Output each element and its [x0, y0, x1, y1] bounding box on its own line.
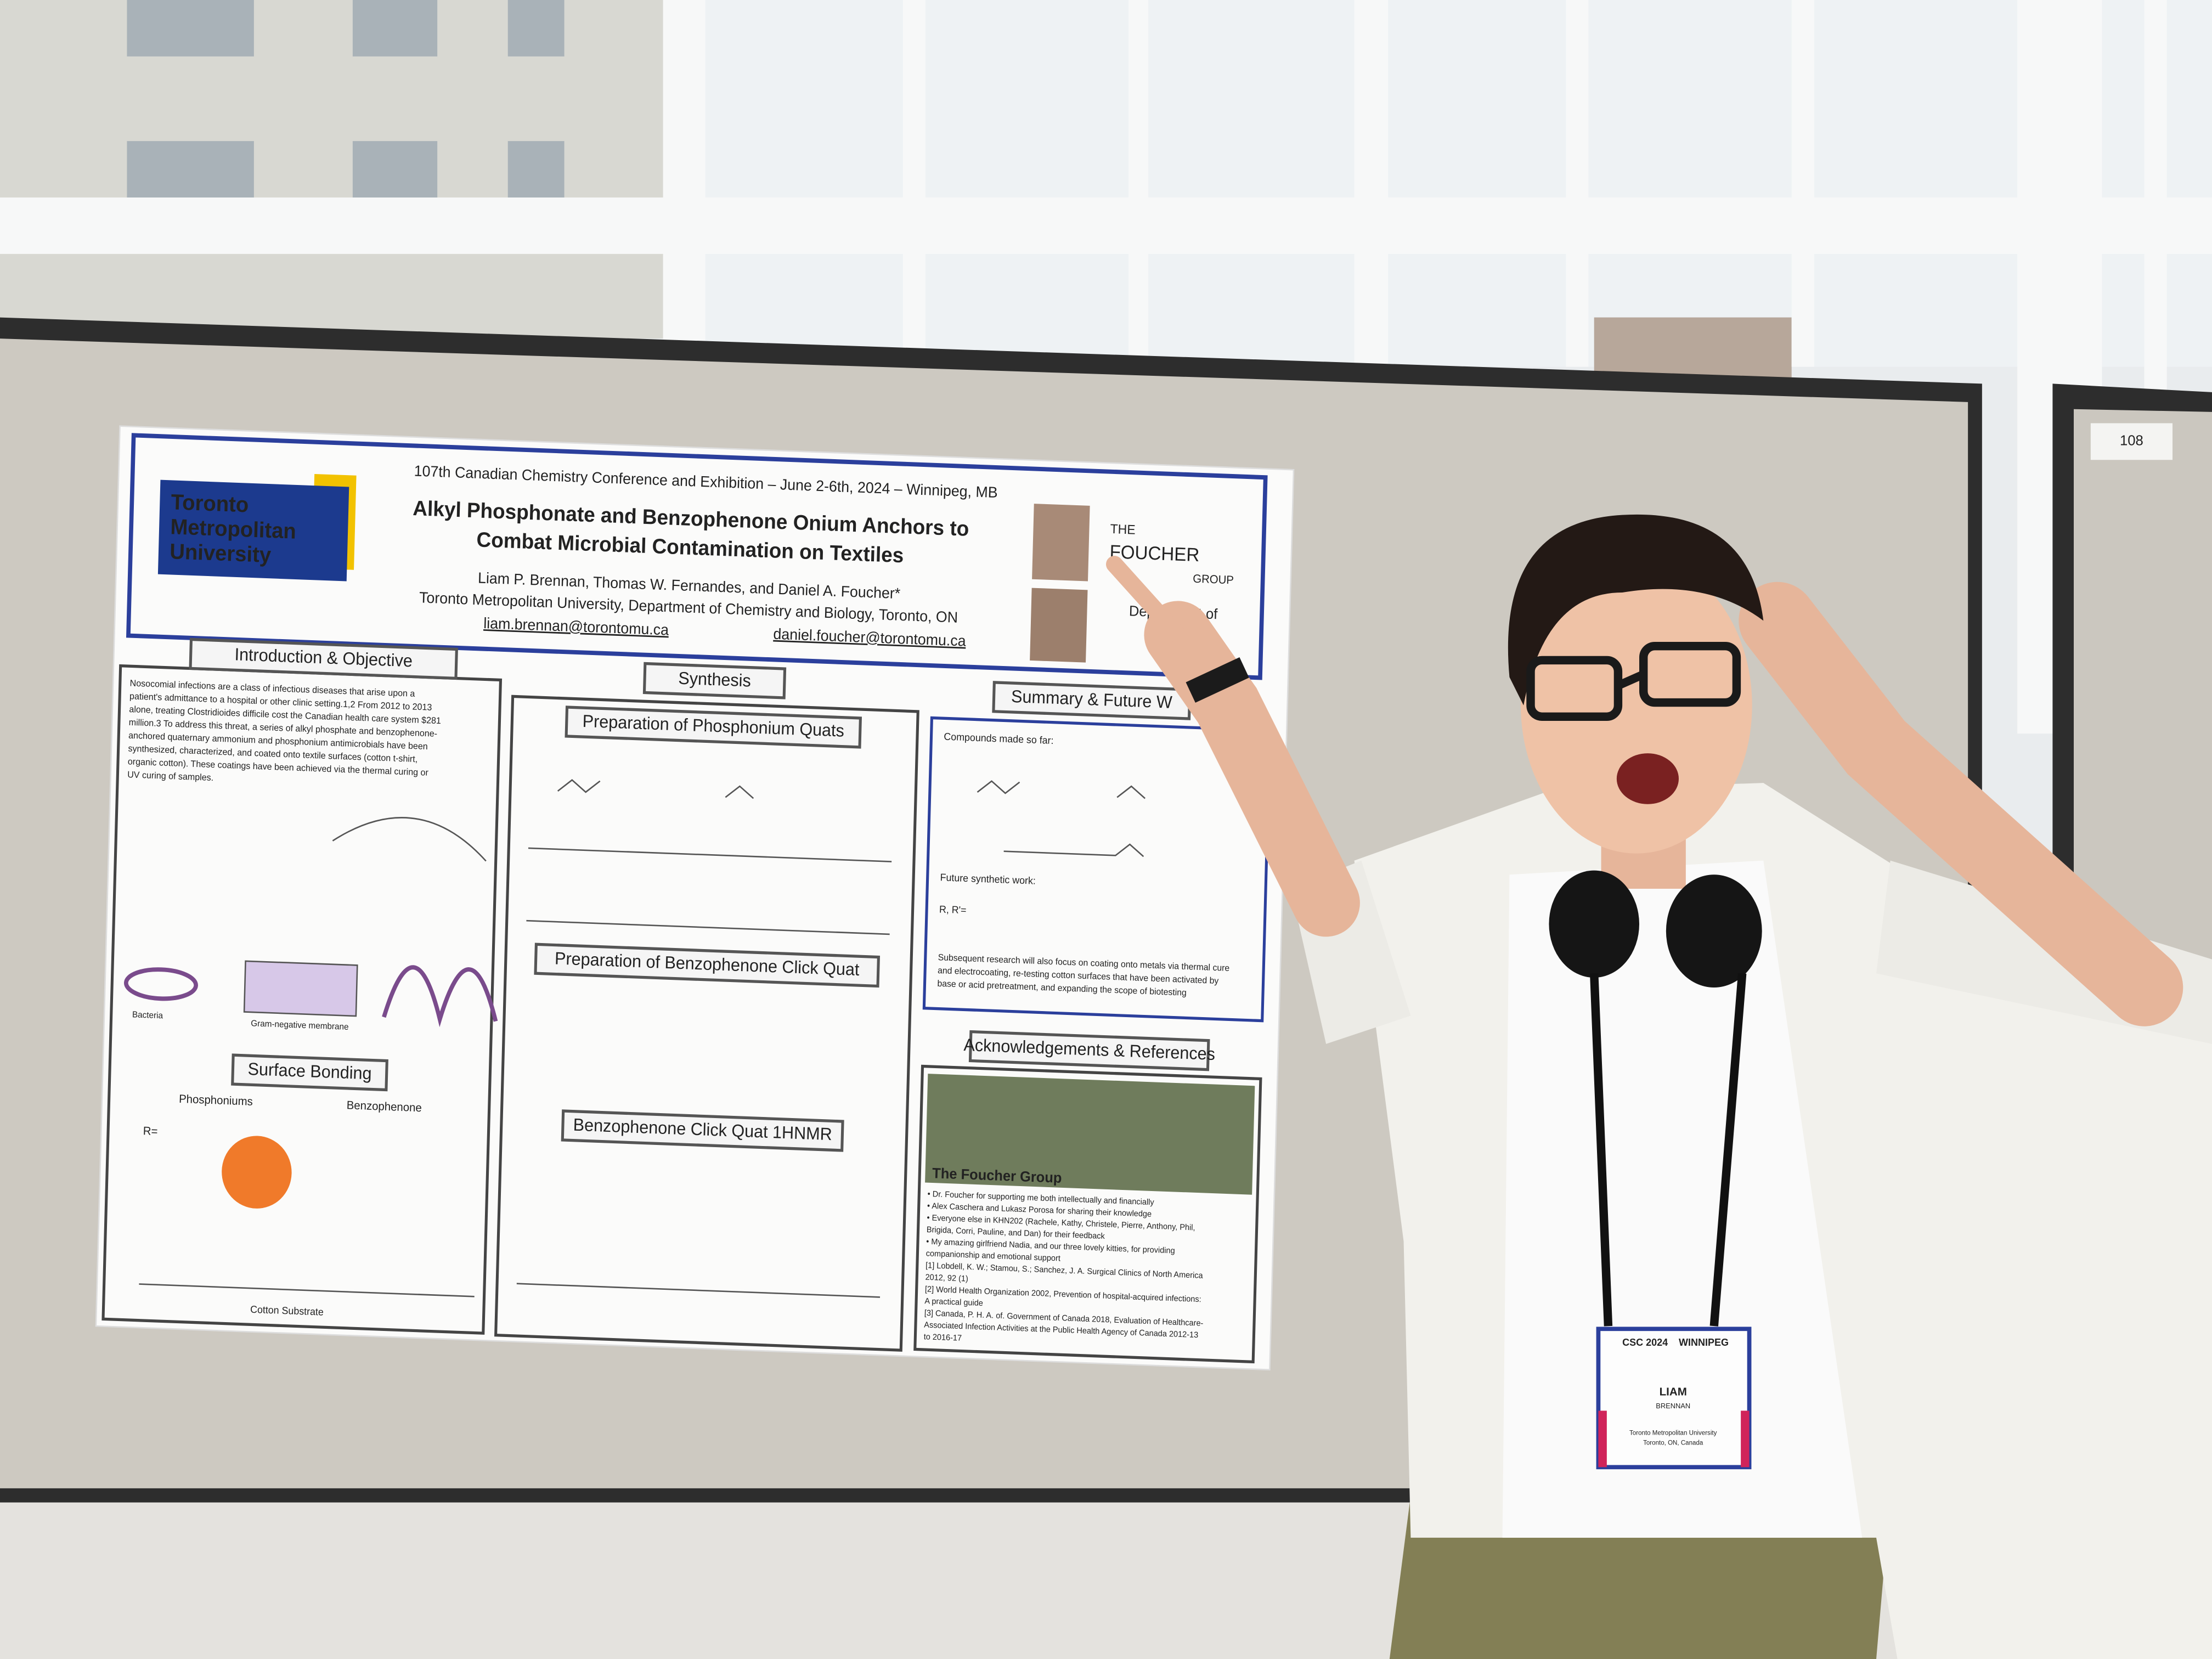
figure-label: Gram-negative membrane — [251, 1019, 349, 1032]
group-logo: THE — [1110, 522, 1136, 537]
arm — [1144, 601, 1360, 937]
figure-label: R= — [143, 1125, 158, 1138]
group-logo: GROUP — [1193, 572, 1234, 586]
badge — [1596, 1327, 1752, 1470]
mouth — [1616, 753, 1679, 804]
overlay-text: CSC 2024 WINNIPEG LIAM BRENNAN Toronto Metro… — [1622, 1337, 1729, 1447]
figure-label: Bacteria — [132, 1010, 163, 1020]
head — [1521, 557, 1752, 854]
figure-label: Cotton Substrate — [250, 1304, 324, 1317]
section-heading-box — [565, 706, 862, 749]
panel-sign — [2090, 423, 2172, 460]
building-windows — [127, 0, 565, 198]
building — [0, 0, 678, 339]
distant-building — [1594, 317, 1792, 381]
ack-box — [913, 1064, 1262, 1364]
badge-stripe — [1598, 1410, 1607, 1468]
section-heading-box — [968, 1030, 1210, 1071]
author-photo — [1032, 504, 1090, 582]
summary-box — [922, 716, 1272, 1023]
ack-text: 2012, 92 (1) — [925, 1273, 968, 1284]
header-box — [126, 433, 1268, 680]
logo-text: University — [170, 540, 272, 568]
section-heading-box — [561, 1109, 844, 1152]
finger — [1106, 556, 1187, 644]
badge-first-name: LIAM — [1660, 1385, 1687, 1398]
logo-text: Toronto — [171, 490, 249, 517]
arm — [1739, 582, 2183, 1026]
headphone — [1549, 870, 1639, 978]
section-heading: Synthesis — [678, 668, 751, 691]
badge-organization: Toronto Metropolitan University — [1629, 1430, 1717, 1437]
synthesis-box — [494, 695, 919, 1352]
section-heading-box — [642, 662, 787, 699]
author-photo — [1030, 588, 1088, 663]
ack-text: A practical guide — [924, 1297, 983, 1308]
group-photo — [925, 1074, 1255, 1195]
hair — [1508, 514, 1764, 706]
headphone — [1666, 874, 1762, 988]
lanyard — [1590, 973, 1747, 1327]
badge-event: CSC 2024 — [1622, 1337, 1668, 1348]
glasses — [1526, 642, 1741, 721]
summary-label: R, R'= — [939, 904, 967, 916]
badge-organization: Toronto, ON, Canada — [1643, 1440, 1703, 1447]
logo-text: Metropolitan — [170, 515, 296, 544]
figure-label: Benzophenone — [346, 1099, 422, 1115]
badge-stripe — [1741, 1410, 1750, 1468]
section-heading-box — [231, 1053, 388, 1092]
section-heading: Surface Bonding — [247, 1059, 372, 1084]
person — [1106, 514, 2212, 1659]
badge-event: WINNIPEG — [1679, 1337, 1729, 1348]
section-heading-box — [534, 943, 881, 988]
ack-text: to 2016-17 — [923, 1333, 962, 1343]
section-heading-box — [189, 637, 458, 680]
illustrations — [123, 779, 1146, 1298]
panel-number: 108 — [2120, 433, 2143, 449]
watch — [1186, 657, 1249, 703]
badge-last-name: BRENNAN — [1656, 1402, 1690, 1410]
logo — [157, 479, 349, 582]
figure-label: Phosphoniums — [179, 1092, 253, 1108]
group-logo: FOUCHER — [1109, 541, 1200, 566]
